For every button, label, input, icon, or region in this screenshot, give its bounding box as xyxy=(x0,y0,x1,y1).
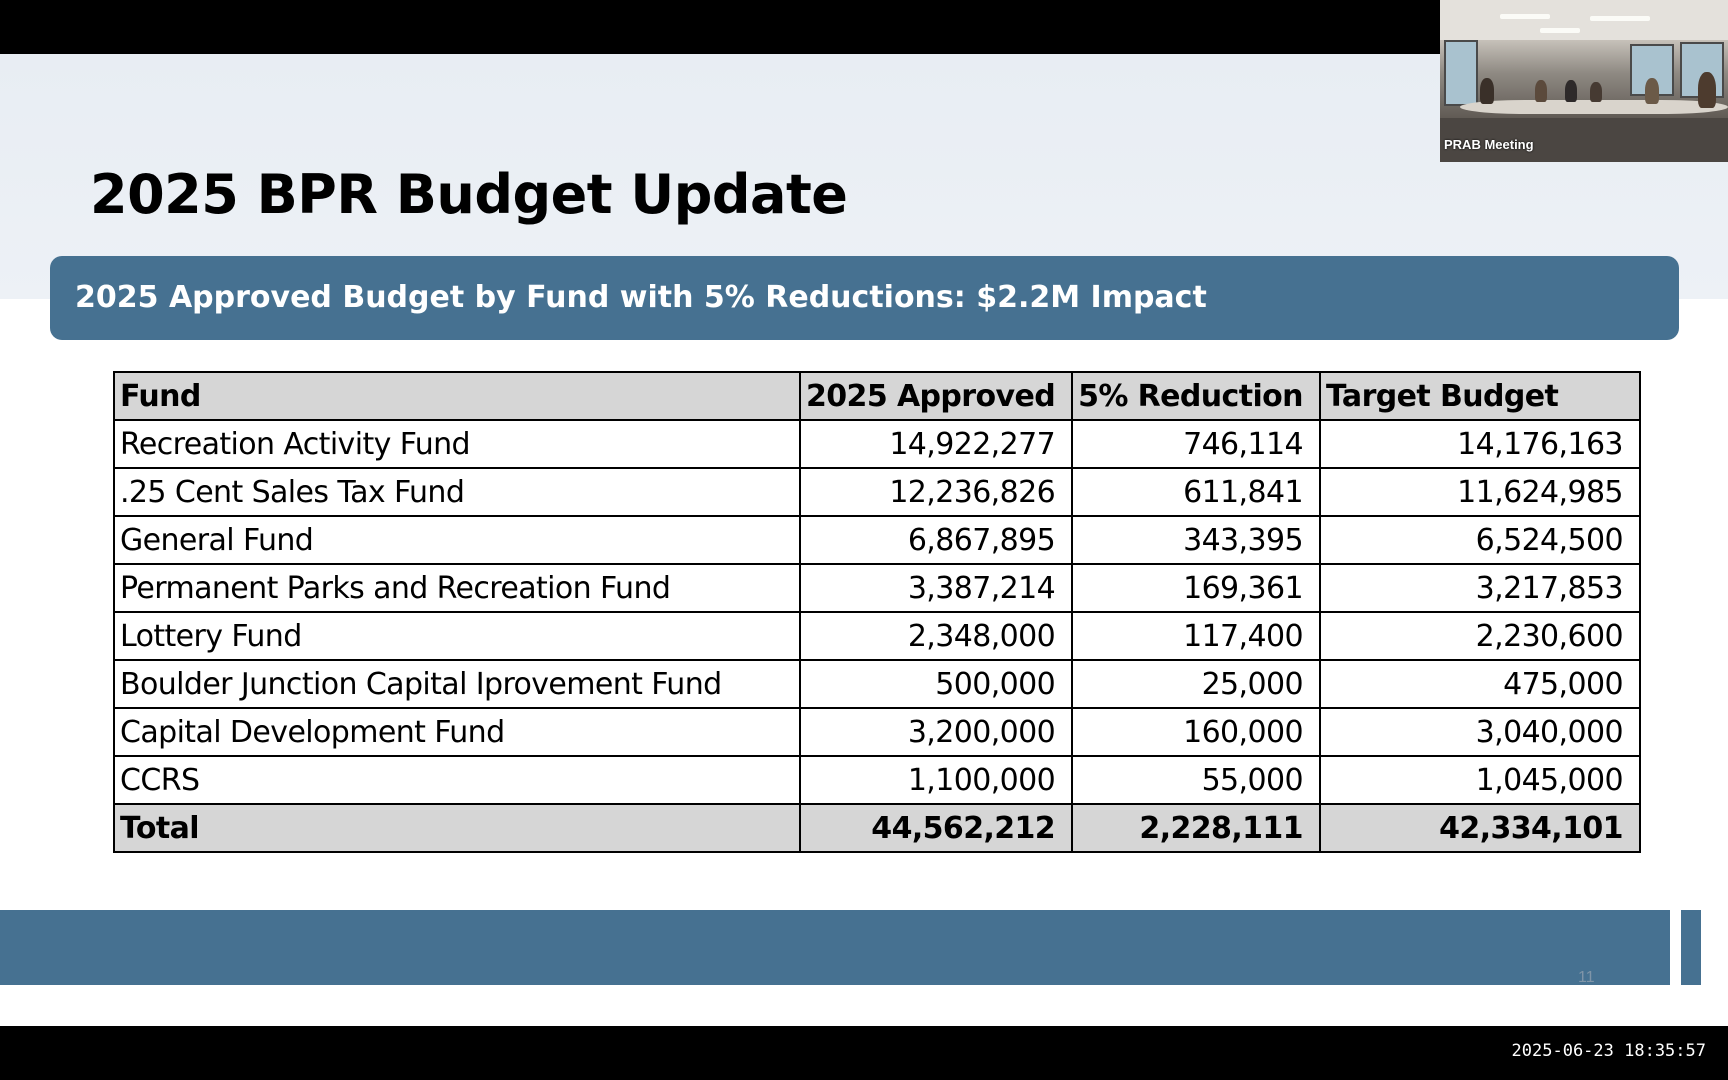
table-row: Boulder Junction Capital Iprovement Fund… xyxy=(113,659,1641,709)
approved-cell: 500,000 xyxy=(798,659,1074,709)
subtitle-text: 2025 Approved Budget by Fund with 5% Red… xyxy=(75,280,1207,315)
video-room-screen xyxy=(1444,40,1478,106)
reduction-cell: 117,400 xyxy=(1071,611,1321,661)
approved-cell: 6,867,895 xyxy=(798,515,1074,565)
column-header-target-budget: Target Budget xyxy=(1318,371,1641,421)
fund-name-cell: Capital Development Fund xyxy=(113,707,801,757)
fund-name-cell: .25 Cent Sales Tax Fund xyxy=(113,467,801,517)
footer-band-accent xyxy=(1681,910,1701,985)
presentation-slide: 2025 BPR Budget Update 2025 Approved Bud… xyxy=(0,54,1728,1026)
approved-cell: 3,200,000 xyxy=(798,707,1074,757)
video-participant xyxy=(1535,80,1547,102)
target-budget-cell: 1,045,000 xyxy=(1318,755,1641,805)
target-budget-cell: 2,230,600 xyxy=(1318,611,1641,661)
table-header-row: Fund 2025 Approved 5% Reduction Target B… xyxy=(113,371,1641,421)
video-room-floor xyxy=(1440,118,1728,162)
video-ceiling-light xyxy=(1540,28,1580,33)
target-budget-cell: 3,217,853 xyxy=(1318,563,1641,613)
bottom-letterbox-bar xyxy=(0,1026,1728,1080)
total-label-cell: Total xyxy=(113,803,801,853)
target-budget-cell: 11,624,985 xyxy=(1318,467,1641,517)
table-row: Lottery Fund 2,348,000 117,400 2,230,600 xyxy=(113,611,1641,661)
footer-band xyxy=(0,910,1670,985)
reduction-cell: 746,114 xyxy=(1071,419,1321,469)
video-ceiling-light xyxy=(1590,16,1650,21)
fund-name-cell: Recreation Activity Fund xyxy=(113,419,801,469)
reduction-cell: 169,361 xyxy=(1071,563,1321,613)
video-ceiling-light xyxy=(1500,14,1550,19)
subtitle-banner: 2025 Approved Budget by Fund with 5% Red… xyxy=(50,256,1679,340)
table-row: Permanent Parks and Recreation Fund 3,38… xyxy=(113,563,1641,613)
slide-number: 11 xyxy=(1578,969,1595,986)
table-row: Recreation Activity Fund 14,922,277 746,… xyxy=(113,419,1641,469)
fund-name-cell: CCRS xyxy=(113,755,801,805)
video-conference-table xyxy=(1460,100,1728,114)
fund-name-cell: Permanent Parks and Recreation Fund xyxy=(113,563,801,613)
total-target-budget-cell: 42,334,101 xyxy=(1318,803,1641,853)
video-participant xyxy=(1698,72,1716,108)
video-participant xyxy=(1645,78,1659,104)
target-budget-cell: 6,524,500 xyxy=(1318,515,1641,565)
video-room-ceiling xyxy=(1440,0,1728,40)
table-row: General Fund 6,867,895 343,395 6,524,500 xyxy=(113,515,1641,565)
target-budget-cell: 475,000 xyxy=(1318,659,1641,709)
video-participant xyxy=(1480,78,1494,104)
participant-video-tile[interactable]: PRAB Meeting xyxy=(1440,0,1728,162)
target-budget-cell: 3,040,000 xyxy=(1318,707,1641,757)
target-budget-cell: 14,176,163 xyxy=(1318,419,1641,469)
fund-name-cell: General Fund xyxy=(113,515,801,565)
approved-cell: 2,348,000 xyxy=(798,611,1074,661)
reduction-cell: 343,395 xyxy=(1071,515,1321,565)
reduction-cell: 55,000 xyxy=(1071,755,1321,805)
approved-cell: 1,100,000 xyxy=(798,755,1074,805)
reduction-cell: 160,000 xyxy=(1071,707,1321,757)
total-approved-cell: 44,562,212 xyxy=(798,803,1074,853)
table-row: CCRS 1,100,000 55,000 1,045,000 xyxy=(113,755,1641,805)
column-header-fund: Fund xyxy=(113,371,801,421)
table-total-row: Total 44,562,212 2,228,111 42,334,101 xyxy=(113,803,1641,853)
approved-cell: 12,236,826 xyxy=(798,467,1074,517)
video-tile-label: PRAB Meeting xyxy=(1444,137,1534,152)
column-header-5-percent-reduction: 5% Reduction xyxy=(1071,371,1321,421)
recording-timestamp: 2025-06-23 18:35:57 xyxy=(1511,1041,1706,1061)
table-row: .25 Cent Sales Tax Fund 12,236,826 611,8… xyxy=(113,467,1641,517)
budget-table: Fund 2025 Approved 5% Reduction Target B… xyxy=(113,371,1641,853)
slide-title: 2025 BPR Budget Update xyxy=(90,163,848,226)
fund-name-cell: Boulder Junction Capital Iprovement Fund xyxy=(113,659,801,709)
video-participant xyxy=(1590,82,1602,102)
video-participant xyxy=(1565,80,1577,102)
column-header-2025-approved: 2025 Approved xyxy=(798,371,1074,421)
reduction-cell: 25,000 xyxy=(1071,659,1321,709)
approved-cell: 3,387,214 xyxy=(798,563,1074,613)
table-row: Capital Development Fund 3,200,000 160,0… xyxy=(113,707,1641,757)
reduction-cell: 611,841 xyxy=(1071,467,1321,517)
fund-name-cell: Lottery Fund xyxy=(113,611,801,661)
approved-cell: 14,922,277 xyxy=(798,419,1074,469)
total-reduction-cell: 2,228,111 xyxy=(1071,803,1321,853)
